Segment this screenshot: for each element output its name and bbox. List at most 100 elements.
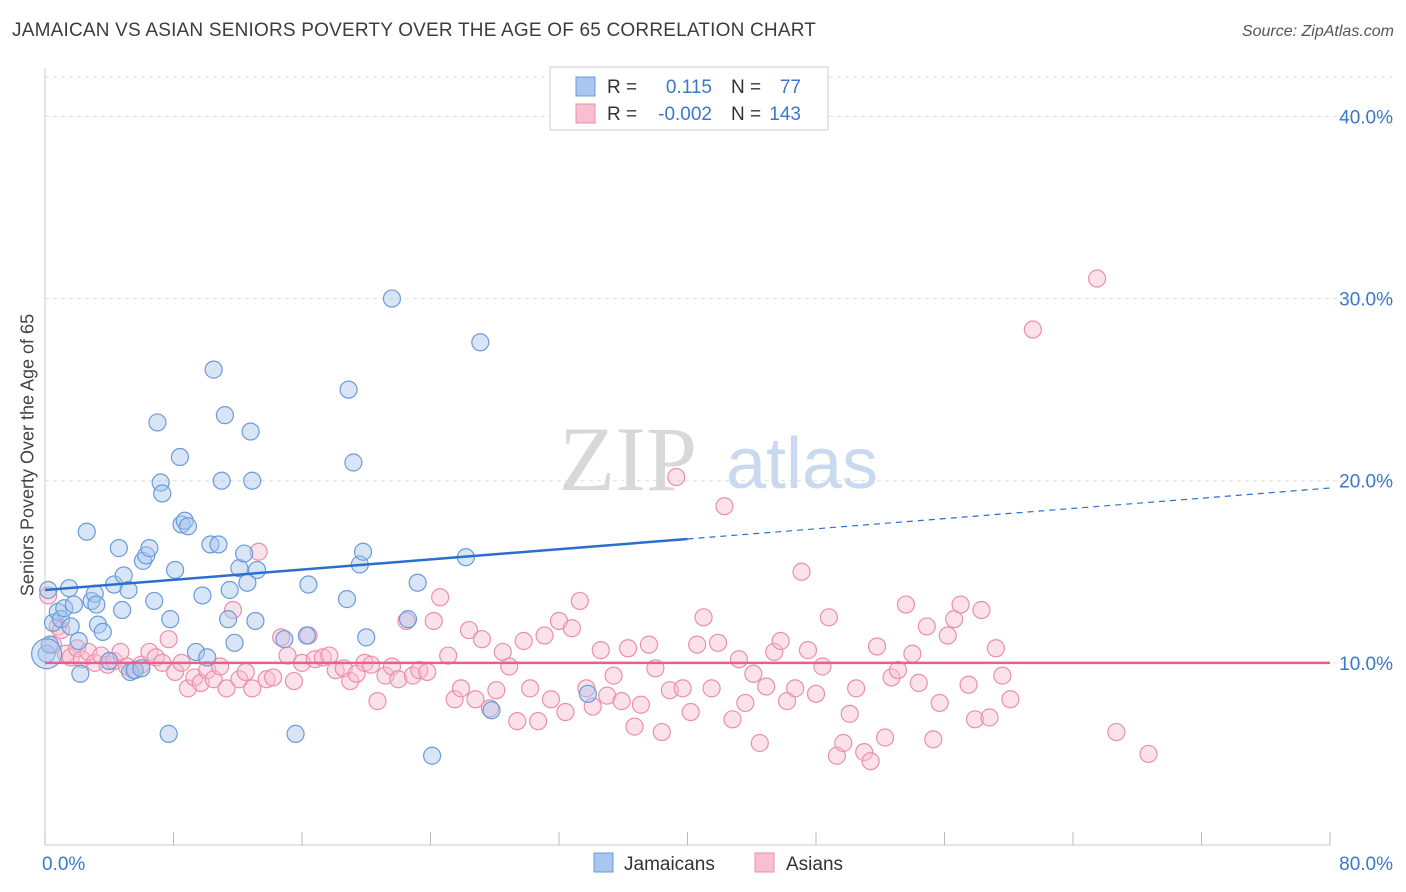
asians-point <box>786 679 805 698</box>
jamaicans-point <box>230 559 249 578</box>
chart-title: JAMAICAN VS ASIAN SENIORS POVERTY OVER T… <box>12 20 817 41</box>
jamaicans-point <box>93 622 112 641</box>
jamaicans-point <box>235 544 254 563</box>
asians-point <box>591 641 610 660</box>
jamaicans-point <box>193 586 212 605</box>
jamaicans-point <box>578 684 598 703</box>
jamaicans-point <box>408 573 427 592</box>
legend-swatch-asians <box>754 852 775 873</box>
legend-swatch-jamaicans <box>575 76 596 97</box>
asians-point <box>708 633 728 652</box>
asians-point <box>514 631 533 651</box>
asians-point <box>625 717 644 736</box>
jamaicans-point <box>87 595 106 614</box>
asians-point <box>361 655 381 674</box>
jamaicans-point <box>71 664 90 683</box>
asians-point <box>792 562 811 581</box>
legend-label-jamaicans: Jamaicans <box>624 854 715 875</box>
asians-point <box>487 681 506 700</box>
jamaicans-point <box>357 628 376 647</box>
jamaicans-point <box>247 560 267 580</box>
asians-point <box>68 639 87 658</box>
asians-point <box>1139 744 1158 764</box>
jamaicans-point <box>225 633 244 652</box>
asians-point <box>834 733 853 753</box>
jamaicans-point <box>275 630 294 649</box>
asians-point <box>368 692 387 711</box>
asians-point <box>667 467 686 487</box>
asians-point <box>917 617 936 636</box>
asians-point <box>798 641 818 660</box>
asians-point <box>1087 269 1107 288</box>
asians-point <box>451 679 471 698</box>
asians-point <box>652 722 671 742</box>
asians-point <box>639 635 659 654</box>
asians-point <box>341 671 360 691</box>
jamaicans-point <box>140 539 159 558</box>
jamaicans-point <box>170 447 190 467</box>
jamaicans-point <box>204 360 223 379</box>
jamaicans-point <box>100 651 119 671</box>
jamaicans-point <box>51 610 71 629</box>
jamaicans-point <box>186 642 206 662</box>
jamaicans-point <box>212 471 231 490</box>
asians-point <box>673 679 692 698</box>
asians-point <box>819 608 838 627</box>
jamaicans-point <box>69 631 88 651</box>
jamaicans-point <box>339 380 358 399</box>
asians-point <box>249 542 268 561</box>
asians-point <box>847 679 866 698</box>
asians-point <box>466 690 485 709</box>
asians-point <box>909 673 928 692</box>
asians-point <box>418 662 437 682</box>
legend-n-label: N = <box>731 77 761 98</box>
asians-point <box>541 690 561 709</box>
asians-point <box>472 630 491 649</box>
asians-point <box>520 679 540 698</box>
jamaicans-point <box>166 560 185 580</box>
asians-point <box>903 644 922 663</box>
asians-point <box>729 650 749 669</box>
jamaicans-point <box>64 595 84 614</box>
jamaicans-point <box>220 580 239 600</box>
jamaicans-point <box>161 610 180 629</box>
asians-point <box>694 608 713 627</box>
axes <box>44 68 1331 846</box>
asians-point <box>535 626 554 645</box>
asians-point <box>439 646 458 665</box>
trend-lines <box>44 487 1331 665</box>
tick-labels: 10.0% 20.0% 30.0% 40.0% 0.0% 80.0% <box>42 107 1393 875</box>
asians-point <box>951 595 970 614</box>
jamaicans-point <box>246 611 265 631</box>
jamaicans-point <box>109 539 128 558</box>
asians-point <box>867 637 887 656</box>
asians-point <box>681 702 700 722</box>
legend-r-value: -0.002 <box>658 104 712 125</box>
jamaicans-point <box>159 724 178 743</box>
asians-point <box>431 588 450 607</box>
jamaicans-point <box>423 746 442 765</box>
asians-point <box>888 661 908 680</box>
x-tick-label: 80.0% <box>1339 854 1393 875</box>
asians-point <box>959 675 978 694</box>
legend-n-value: 143 <box>769 104 801 125</box>
jamaicans-point <box>148 413 167 432</box>
asians-points <box>39 269 1158 771</box>
jamaicans-point <box>112 600 132 620</box>
asians-point <box>236 662 255 682</box>
asians-point <box>744 664 763 683</box>
jamaicans-point <box>243 471 262 490</box>
asians-point <box>765 642 784 662</box>
jamaicans-point <box>297 626 316 645</box>
asians-point <box>445 690 464 709</box>
jamaicans-points <box>31 289 598 765</box>
asians-point <box>924 730 943 749</box>
jamaicans-point <box>344 453 363 472</box>
jamaicans-point <box>471 333 490 352</box>
jamaicans-point <box>482 701 501 720</box>
asians-point <box>806 684 826 703</box>
asians-point <box>272 628 291 647</box>
legend-label-asians: Asians <box>786 854 843 875</box>
asians-point <box>715 497 734 516</box>
